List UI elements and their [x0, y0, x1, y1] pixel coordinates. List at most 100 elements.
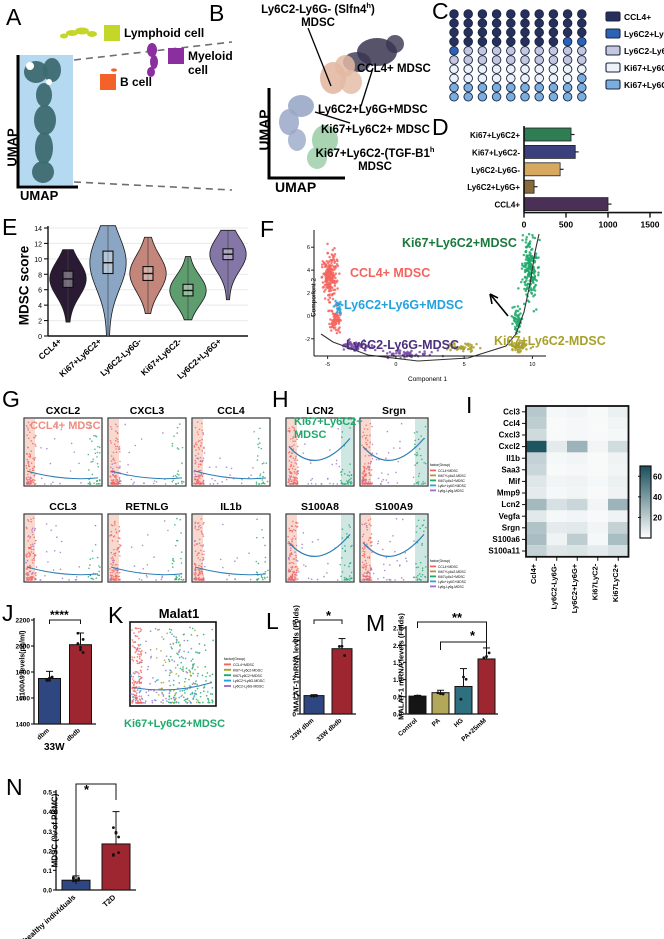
gene-point: [110, 557, 113, 560]
gene-point: [419, 561, 422, 564]
gene-point: [293, 558, 296, 560]
gene-point: [171, 480, 174, 483]
gene-point: [288, 562, 291, 565]
bar-xlabel-2: HG: [453, 717, 465, 729]
malat1-point: [207, 698, 210, 701]
malat1-point: [139, 650, 142, 653]
gene-point: [203, 553, 205, 556]
legend-label-2: Ly6C2-Ly6G-: [624, 46, 664, 56]
gene-point: [261, 479, 264, 481]
traj-point: [373, 348, 377, 352]
dot-cell: [506, 55, 516, 65]
malat1-point: [155, 691, 158, 694]
gene-point: [179, 518, 182, 521]
malat1-point: [182, 657, 184, 659]
traj-point: [530, 254, 534, 258]
traj-point: [327, 272, 331, 275]
malat1-point: [193, 694, 196, 697]
malat1-point: [133, 632, 135, 634]
gene-point: [362, 431, 365, 434]
dot-cell: [463, 18, 473, 28]
gene-point: [95, 577, 98, 579]
gene-point: [257, 446, 260, 449]
data-point: [76, 631, 80, 635]
gene-point: [194, 443, 197, 445]
gene-point: [198, 480, 200, 483]
malat1-point: [188, 678, 190, 681]
gene-point: [50, 483, 52, 485]
malat1-point: [170, 697, 173, 700]
gene-point: [176, 539, 179, 542]
gene-point: [262, 475, 264, 478]
left-shade: [361, 515, 371, 581]
gene-point: [194, 454, 197, 457]
traj-point: [334, 322, 338, 326]
bar-1: [331, 648, 353, 715]
data-point: [487, 651, 491, 655]
gene-point: [369, 566, 372, 569]
malat1-point: [208, 701, 211, 704]
gene-point: [222, 523, 224, 526]
gene-point: [361, 561, 364, 564]
gene-point: [87, 421, 90, 424]
gene-point: [413, 483, 415, 485]
fit-curve: [26, 470, 99, 480]
malat1-point: [136, 662, 139, 665]
gene-point: [94, 452, 97, 455]
gene-point: [368, 446, 371, 448]
malat1-point: [138, 695, 141, 698]
panel-l: L 0 1 2 3 4 5 33W dbm 33W dbdb MALAT-1 mRNA lev…: [266, 598, 370, 743]
malat1-point: [188, 669, 191, 672]
gene-point: [32, 469, 35, 472]
traj-point: [430, 350, 433, 354]
dot-cell: [463, 36, 473, 47]
gene-point: [175, 575, 178, 578]
gene-point: [111, 574, 114, 577]
gene-point: [26, 434, 28, 436]
malat1-point: [180, 695, 183, 698]
gene-point: [194, 426, 197, 429]
data-point: [416, 694, 419, 698]
traj-point: [530, 247, 534, 251]
heatmap-cell: [608, 406, 629, 418]
malat1-point: [175, 636, 178, 639]
gene-point: [295, 463, 298, 465]
gene-point: [295, 522, 298, 524]
malat1-point: [132, 659, 135, 662]
malat1-point: [141, 698, 144, 701]
heatmap-cell: [587, 522, 608, 534]
gene-point: [182, 579, 184, 581]
gene-point: [197, 528, 200, 531]
gene-point: [198, 571, 201, 574]
traj-point: [513, 305, 516, 309]
traj-point: [338, 272, 341, 275]
gene-point: [293, 528, 295, 531]
gene-point: [33, 474, 36, 476]
gene-point: [181, 482, 183, 485]
gene-point: [172, 479, 175, 482]
gene-point: [115, 574, 118, 577]
gene-point: [25, 467, 28, 470]
gene-point: [30, 576, 33, 579]
malat1-point: [171, 647, 173, 650]
gene-point: [30, 579, 33, 581]
gene-point: [289, 470, 291, 473]
malat1-point: [131, 639, 134, 641]
gene-point: [219, 558, 222, 561]
gene-point: [289, 480, 291, 482]
gene-point: [288, 460, 291, 462]
gene-point: [194, 578, 196, 580]
gene-point: [368, 556, 371, 558]
gene-point: [348, 575, 351, 577]
traj-point: [464, 342, 467, 345]
gene-point: [200, 422, 203, 425]
gene-point: [292, 479, 294, 481]
gene-point: [329, 482, 331, 485]
data-point: [441, 692, 445, 696]
data-point: [81, 651, 85, 654]
gene-point: [361, 554, 364, 557]
gene-point: [110, 455, 113, 457]
malat1-point: [156, 629, 159, 631]
bar-3: [477, 658, 496, 715]
h-legend-label-0: CCL4+MDSC: [438, 469, 459, 473]
